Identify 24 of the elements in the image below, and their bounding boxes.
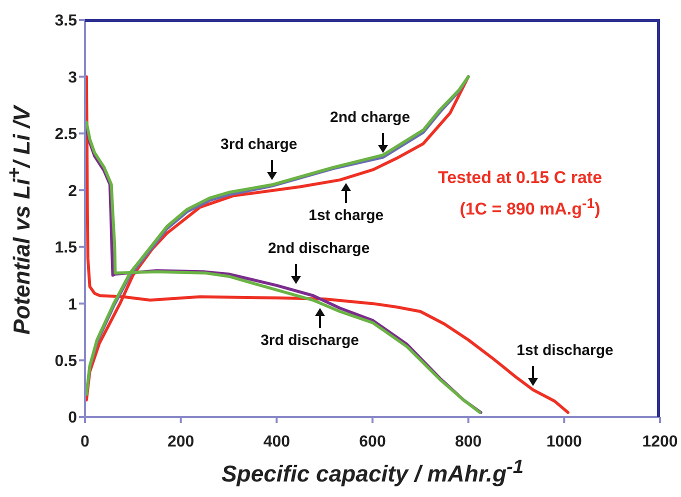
annotation: 1st charge [308,206,385,224]
y-tick-label: 0.5 [54,352,78,370]
y-tick-label: 2 [68,182,78,200]
x-tick-label: 0 [80,433,90,450]
x-tick-label: 200 [167,433,194,450]
x-tick-label: 800 [454,433,482,450]
y-tick-label: 1.5 [54,240,78,257]
y-tick-label: 3 [68,69,78,86]
annotation: 2nd discharge [266,240,371,257]
x-tick-label: 600 [359,433,386,450]
y-tick-label: 2.5 [54,126,78,144]
annotation: 1st discharge [516,342,614,359]
annotation: 3rd discharge [260,332,360,349]
x-tick-label: 400 [263,433,290,450]
x-tick-label: 1000 [546,433,582,450]
y-tick-label: 1 [68,296,78,314]
annotation: (1C = 890 mA.g$^{-1}$) [458,196,602,220]
annotation: 3rd charge [220,136,298,154]
y-tick-label: 0 [68,410,78,427]
y-tick-label: 3.5 [54,12,78,30]
annotation: Tested at 0.15 C rate [436,168,604,188]
annotation: 2nd charge [329,109,412,126]
x-axis-title: Specific capacity / mAhr.g$^{-1}$ [220,457,525,488]
x-tick-label: 1200 [642,433,678,450]
